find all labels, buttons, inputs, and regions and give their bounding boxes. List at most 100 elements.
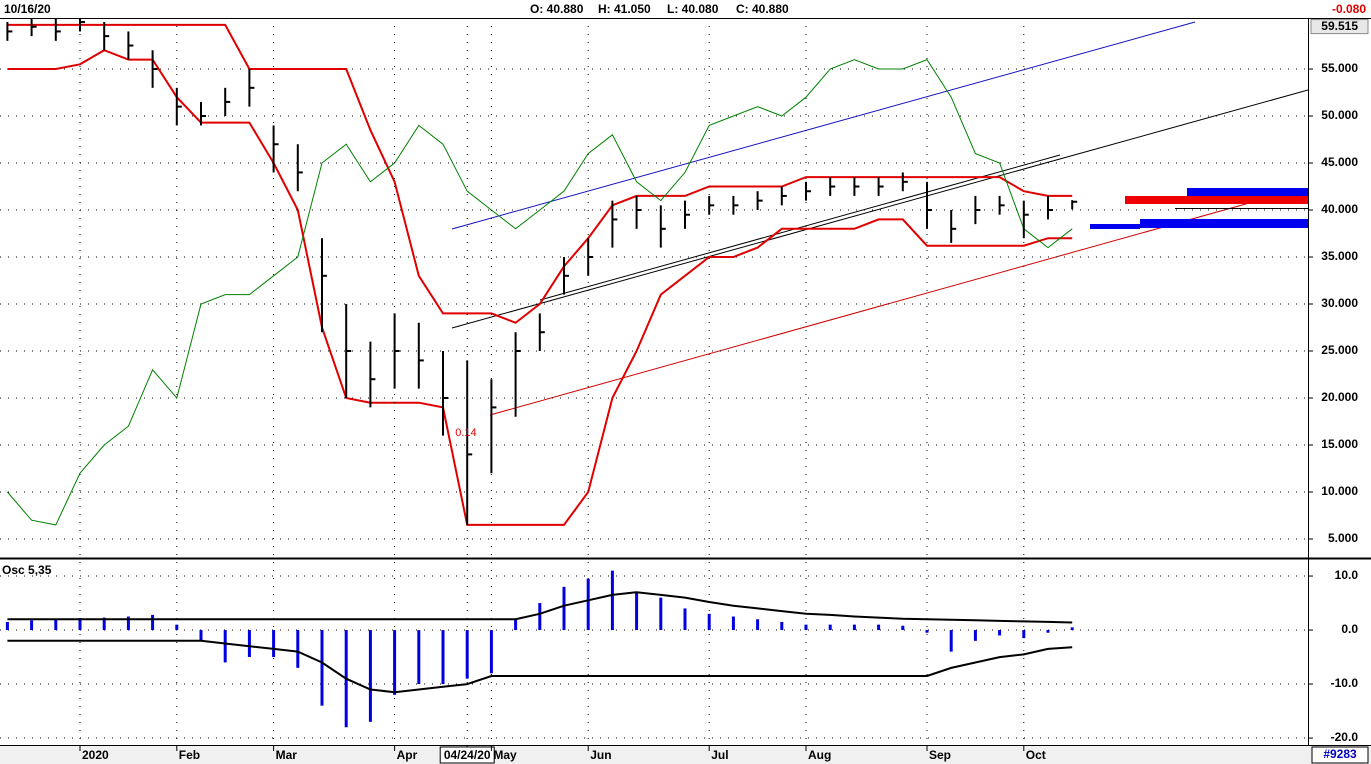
osc-bar [320, 630, 324, 706]
osc-bar [586, 578, 590, 631]
osc-bar [175, 624, 179, 631]
y-tick-label: 10.000 [1321, 484, 1358, 498]
series-line [7, 49, 1073, 526]
chart-id: #9283 [1323, 747, 1357, 761]
osc-bar [828, 624, 832, 631]
level-band [1187, 188, 1308, 198]
x-tick-label: Jun [590, 748, 611, 762]
osc-bar [417, 630, 421, 685]
osc-bar [998, 630, 1002, 636]
osc-bar [780, 621, 784, 631]
osc-bar [877, 624, 881, 631]
osc-bar [223, 630, 227, 663]
osc-bar [925, 630, 929, 633]
trendline [489, 199, 1261, 416]
panel-title: Osc 5,35 [2, 563, 52, 577]
header-high: H: 41.050 [598, 2, 651, 16]
y-tick-label: 45.000 [1321, 155, 1358, 169]
level-band [1140, 219, 1308, 228]
x-tick-label: Aug [808, 748, 831, 762]
x-tick-label: Feb [179, 748, 200, 762]
y-tick-label: 25.000 [1321, 343, 1358, 357]
x-tick-label: Jul [711, 748, 728, 762]
osc-bar [514, 619, 518, 631]
x-tick-label: 04/24/20 [444, 748, 491, 762]
annotation: 0.14 [455, 427, 476, 439]
y-tick-label: 50.000 [1321, 108, 1358, 122]
osc-bar [973, 630, 977, 641]
last-price: 59.515 [1321, 19, 1358, 33]
osc-bar [538, 603, 542, 631]
osc-bar [78, 618, 82, 631]
oscillator-panel [0, 562, 1308, 744]
osc-bar [126, 616, 130, 631]
osc-bar [949, 630, 953, 652]
y-tick-label: 35.000 [1321, 249, 1358, 263]
osc-bar [102, 617, 106, 631]
cursor-box [439, 746, 495, 764]
y-tick-label: 0.0 [1341, 622, 1358, 636]
y-tick-label: -20.0 [1331, 730, 1359, 744]
y-tick-label: 5.000 [1328, 531, 1358, 545]
osc-bar [30, 620, 34, 631]
osc-bar [5, 621, 9, 631]
x-tick-label: Sep [929, 748, 951, 762]
level-band [1125, 196, 1308, 204]
osc-bar [393, 630, 397, 695]
osc-bar [731, 616, 735, 631]
osc-bar [441, 630, 445, 685]
header-low: L: 40.080 [667, 2, 719, 16]
osc-bar [465, 630, 469, 679]
osc-bar [296, 630, 300, 668]
osc-bar [659, 597, 663, 631]
header-date: 10/16/20 [4, 2, 51, 16]
osc-bar [199, 630, 203, 641]
level-band [1090, 224, 1140, 229]
osc-bar [804, 624, 808, 631]
y-tick-label: 15.000 [1321, 437, 1358, 451]
series-line [7, 639, 1073, 694]
x-tick-label: Mar [276, 748, 298, 762]
osc-bar [707, 613, 711, 631]
osc-bar [272, 630, 276, 658]
id-box [1311, 746, 1369, 764]
x-tick-label: Apr [397, 748, 418, 762]
series-line [7, 58, 1073, 526]
y-tick-label: 20.000 [1321, 390, 1358, 404]
osc-bar [901, 625, 905, 631]
axes: 5.000 10.000 15.000 20.000 25.000 30.000 35.00… [2, 19, 1369, 764]
osc-bar [635, 592, 639, 631]
series-line [7, 591, 1073, 624]
series-line [7, 23, 1073, 324]
y-tick-label: 55.000 [1321, 61, 1358, 75]
osc-bar [852, 624, 856, 631]
date-strip [0, 746, 1371, 764]
osc-bar [562, 586, 566, 631]
osc-bar [54, 619, 58, 631]
y-tick-label: 10.0 [1335, 568, 1359, 582]
trendline [451, 21, 1196, 230]
osc-bar [683, 608, 687, 631]
y-tick-label: -10.0 [1331, 676, 1359, 690]
trendline [451, 89, 1308, 329]
osc-bar [610, 570, 614, 631]
osc-bar [151, 614, 155, 631]
last-price-box [1310, 19, 1369, 35]
price-panel: 0.14 [0, 18, 1308, 556]
header-close: C: 40.880 [736, 2, 789, 16]
osc-bar [368, 630, 372, 722]
osc-bar [489, 630, 493, 674]
header-open: O: 40.880 [530, 2, 584, 16]
y-tick-label: 30.000 [1321, 296, 1358, 310]
osc-bar [1070, 627, 1074, 631]
trendline [539, 154, 1061, 301]
osc-bar [756, 619, 760, 631]
osc-bar [247, 630, 251, 658]
osc-bar [1046, 630, 1050, 633]
header-change: -0.080 [1332, 2, 1366, 16]
x-tick-label: Oct [1026, 748, 1046, 762]
x-tick-label: May [493, 748, 517, 762]
x-tick-label: 2020 [82, 748, 109, 762]
